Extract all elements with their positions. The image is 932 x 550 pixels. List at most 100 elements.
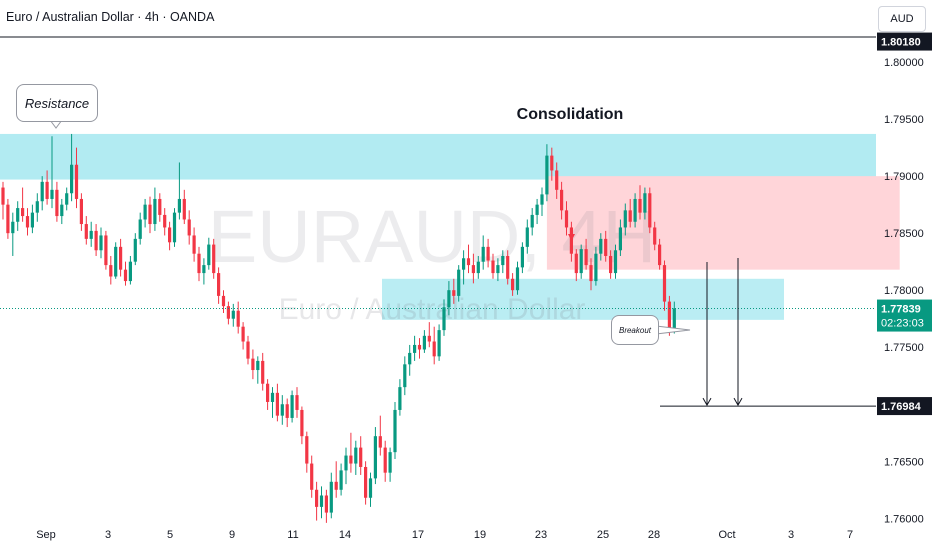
candle	[25, 208, 30, 236]
candle	[486, 238, 490, 268]
candle-body	[476, 261, 480, 274]
candle-body	[550, 155, 554, 171]
candle-body	[231, 310, 235, 319]
candle	[94, 224, 98, 256]
candle-body	[491, 260, 495, 274]
candle-body	[427, 335, 431, 342]
candle	[202, 258, 206, 285]
candle	[119, 238, 123, 277]
candle	[457, 265, 461, 302]
candle-body	[99, 235, 103, 251]
candle	[35, 193, 39, 222]
y-tick-label: 1.78000	[884, 285, 924, 297]
candle-body	[599, 238, 603, 254]
candle-body	[221, 295, 226, 307]
candle-body	[339, 470, 343, 490]
candle-body	[89, 230, 93, 239]
candle	[300, 406, 304, 445]
arrow-head	[702, 397, 712, 407]
drawings-layer	[0, 119, 876, 407]
candle-body	[511, 278, 515, 291]
candle	[295, 387, 299, 418]
candle-body	[114, 246, 118, 277]
x-tick-label: 9	[229, 529, 235, 541]
candle	[55, 181, 59, 222]
candle-body	[398, 387, 402, 410]
breakout-callout-tail	[655, 325, 691, 335]
candle-body	[50, 189, 54, 199]
candle	[197, 246, 201, 282]
candle-body	[266, 383, 270, 402]
candle	[256, 356, 260, 384]
axes-layer: 1.80000 1.79500 1.79000 1.78500 1.78000 1.775…	[0, 32, 932, 541]
x-tick-label: 7	[847, 529, 853, 541]
y-tick-label: 1.76500	[884, 456, 924, 468]
candle	[192, 227, 196, 262]
candle	[545, 144, 549, 202]
candle-body	[496, 265, 500, 274]
candle-body	[545, 155, 549, 195]
candle-body	[560, 189, 564, 211]
resistance-zone	[0, 133, 876, 180]
candle-body	[138, 219, 142, 239]
candle-body	[417, 344, 422, 350]
candle-body	[658, 244, 662, 266]
x-tick-label: Sep	[36, 529, 56, 541]
candle	[594, 246, 598, 286]
candle-body	[462, 258, 466, 270]
candle	[153, 187, 157, 231]
candle	[305, 431, 309, 473]
candle	[138, 212, 142, 245]
candle-body	[613, 250, 618, 274]
candle-body	[94, 230, 98, 251]
candle-body	[452, 290, 456, 296]
candle-body	[667, 301, 671, 329]
watermark-name: Euro / Australian Dollar	[279, 293, 586, 326]
current-price-tag: 1.77839	[881, 304, 921, 316]
y-tick-label: 1.76000	[884, 513, 924, 525]
candle-body	[45, 181, 49, 199]
candle-body	[280, 404, 284, 416]
currency-button[interactable]: AUD	[878, 6, 926, 32]
candle-body	[11, 221, 15, 234]
candle	[290, 390, 294, 423]
candle	[11, 212, 15, 256]
candle-body	[290, 395, 294, 418]
candle	[143, 198, 147, 228]
candle	[501, 250, 505, 274]
candle-body	[158, 198, 162, 215]
candle-body	[319, 495, 324, 507]
candle-body	[133, 238, 137, 262]
candle-body	[653, 227, 657, 245]
candle	[471, 253, 475, 284]
candle-body	[187, 219, 191, 236]
candle-body	[128, 261, 132, 282]
candle-body	[295, 395, 299, 410]
candle-body	[442, 307, 446, 331]
candle-body	[275, 392, 279, 416]
candle	[530, 208, 534, 236]
candle	[158, 193, 162, 222]
candle-body	[643, 193, 647, 213]
candle	[564, 201, 569, 236]
candle	[520, 242, 524, 274]
candle-body	[432, 341, 436, 357]
candle	[584, 238, 588, 270]
candle-body	[378, 436, 382, 448]
current-price-tag-bg	[877, 299, 932, 332]
candle	[16, 201, 20, 231]
symbol-title[interactable]: Euro / Australian Dollar · 4h · OANDA	[6, 10, 215, 24]
candle	[422, 330, 426, 353]
candle	[344, 447, 348, 485]
breakout-label: Breakout	[618, 325, 652, 335]
candle	[50, 136, 54, 209]
candle	[6, 198, 10, 239]
x-tick-label: 11	[287, 529, 298, 541]
candle	[231, 303, 235, 327]
candle	[226, 301, 230, 325]
candle-body	[515, 267, 520, 291]
candle	[99, 227, 103, 259]
candle	[104, 230, 108, 270]
candle	[383, 440, 387, 482]
